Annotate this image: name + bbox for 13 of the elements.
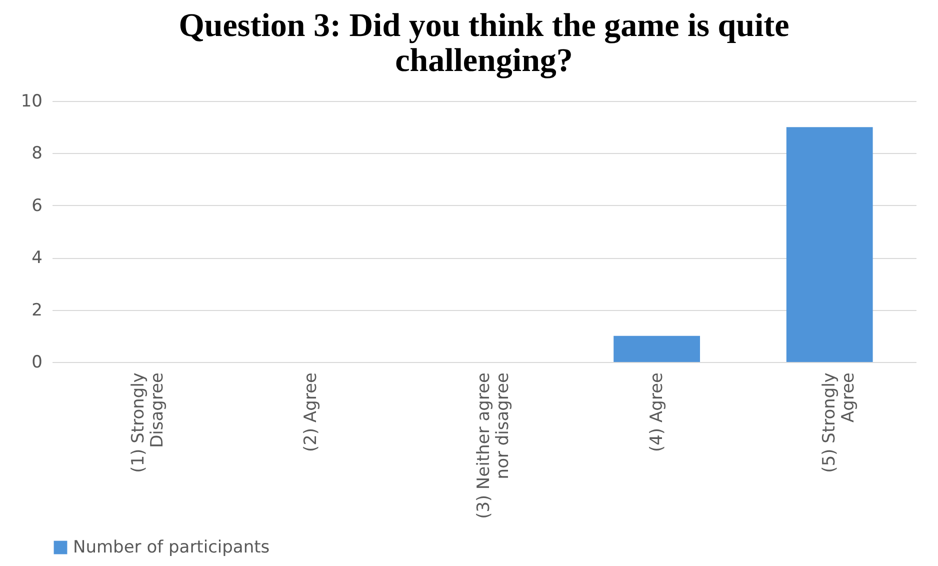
- x-tick-label: (2) Agree: [301, 372, 322, 452]
- x-tick-label: (4) Agree: [646, 372, 667, 452]
- x-tick-label: (1) Strongly Disagree: [128, 372, 168, 473]
- y-tick-label: 8: [32, 144, 42, 164]
- y-tick-label: 6: [32, 196, 42, 216]
- x-tick-label: (5) Strongly Agree: [820, 372, 859, 473]
- y-tick-label: 0: [32, 352, 42, 372]
- chart-title: Question 3: Did you think the game is quite challenging?: [178, 8, 790, 79]
- y-tick-label: 4: [32, 248, 42, 268]
- legend-label: Number of participants: [73, 538, 270, 558]
- y-tick-label: 10: [20, 92, 42, 112]
- y-tick-label: 2: [32, 300, 42, 320]
- x-tick-label: (3) Neither agree nor disagree: [474, 372, 513, 519]
